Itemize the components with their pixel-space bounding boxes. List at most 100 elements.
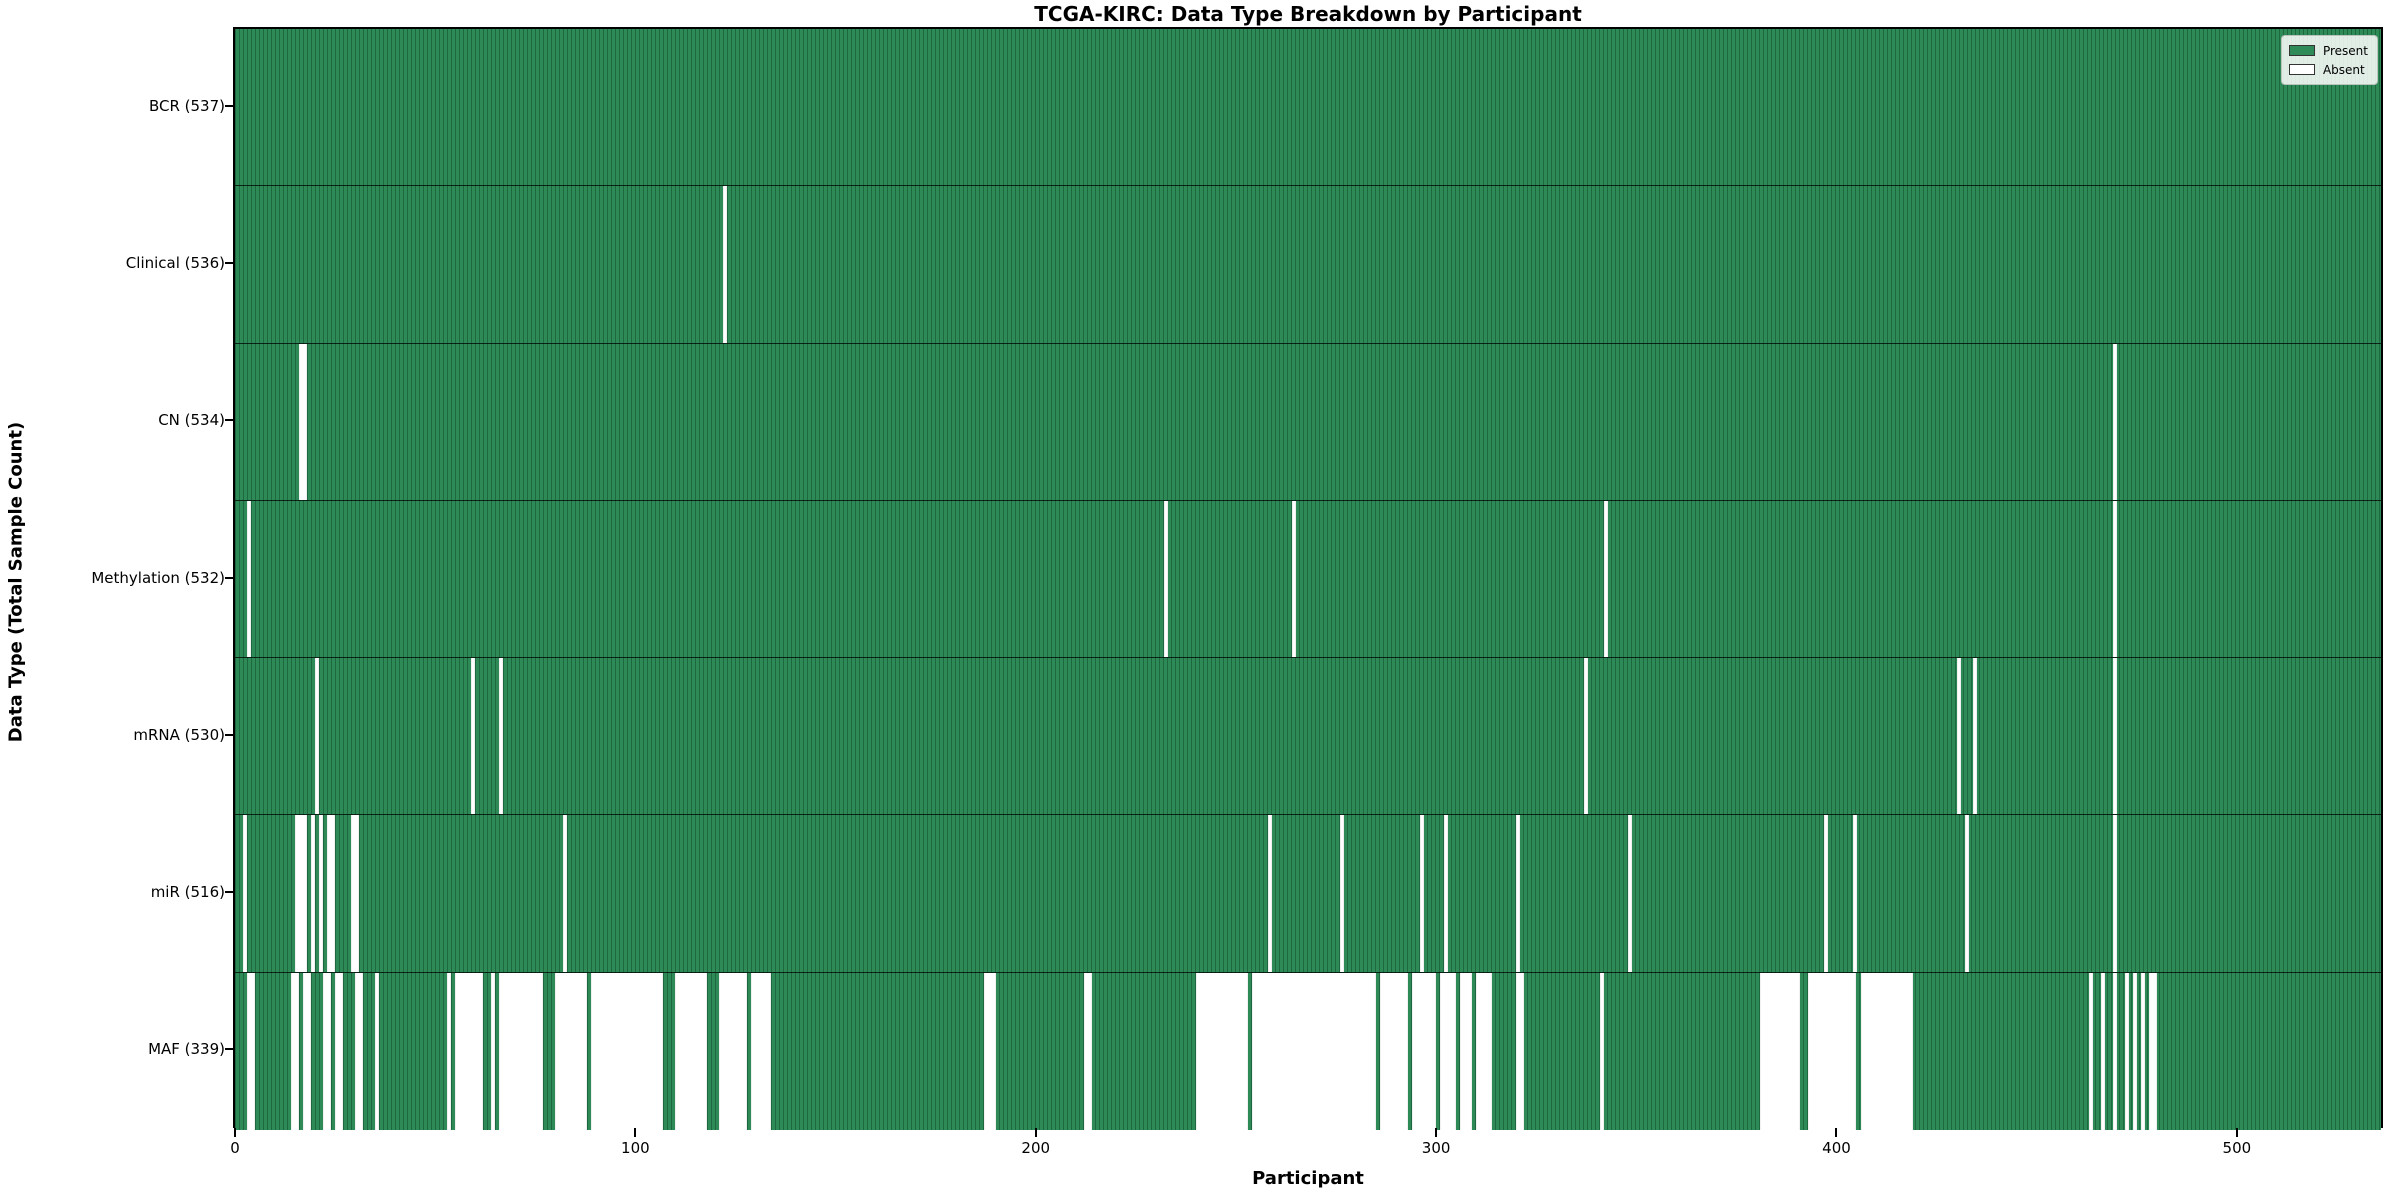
absent-segment	[2112, 500, 2117, 658]
row-maf	[235, 972, 2381, 1130]
absent-segment	[1628, 815, 1633, 972]
absent-segment	[1516, 815, 1521, 972]
absent-segment	[723, 186, 728, 343]
y-tick-label-mrna: mRNA (530)	[133, 725, 225, 744]
absent-segment	[1291, 500, 1296, 658]
row-mir	[235, 815, 2381, 973]
y-tick-mark	[225, 1048, 233, 1051]
legend-label-absent: Absent	[2322, 62, 2365, 77]
x-tick-mark	[1435, 1128, 1438, 1137]
x-axis-label: Participant	[1252, 1168, 1364, 1189]
absent-segment	[2112, 343, 2117, 500]
row-cn	[235, 343, 2381, 501]
absent-segment	[1412, 972, 1437, 1130]
absent-segment	[499, 972, 544, 1130]
y-tick-label-cn: CN (534)	[158, 411, 225, 430]
chart-title: TCGA-KIRC: Data Type Breakdown by Partic…	[1034, 2, 1582, 26]
absent-segment	[1956, 658, 1961, 815]
absent-segment	[247, 972, 255, 1130]
y-tick-label-clinical: Clinical (536)	[125, 253, 225, 272]
absent-segment	[323, 972, 332, 1130]
x-tick-label-200: 200	[1021, 1139, 1051, 1157]
absent-segment	[591, 972, 664, 1130]
absent-segment	[2132, 972, 2137, 1130]
absent-segment	[247, 500, 251, 658]
legend-entry-absent: Absent	[2288, 60, 2368, 79]
absent-segment	[1808, 972, 1857, 1130]
absent-segment	[1760, 972, 1801, 1130]
x-tick-mark	[634, 1128, 637, 1137]
absent-segment	[1251, 972, 1377, 1130]
y-tick-label-bcr: BCR (537)	[148, 96, 225, 115]
absent-segment	[311, 815, 316, 972]
legend-entry-present: Present	[2288, 41, 2368, 60]
absent-segment	[1340, 815, 1345, 972]
absent-segment	[303, 972, 312, 1130]
x-tick-mark	[2235, 1128, 2238, 1137]
absent-segment	[295, 815, 308, 972]
absent-segment	[471, 658, 476, 815]
absent-segment	[1195, 972, 1248, 1130]
absent-segment	[751, 972, 772, 1130]
absent-segment	[1444, 815, 1449, 972]
present-swatch-icon	[2288, 45, 2315, 56]
absent-segment	[1604, 500, 1609, 658]
absent-segment	[299, 343, 308, 500]
x-tick-label-400: 400	[1822, 1139, 1851, 1157]
absent-segment	[491, 972, 496, 1130]
absent-segment	[327, 815, 336, 972]
absent-segment	[499, 658, 504, 815]
y-tick-mark	[225, 104, 233, 107]
absent-segment	[243, 815, 247, 972]
x-tick-label-0: 0	[230, 1139, 240, 1157]
absent-segment	[1516, 972, 1525, 1130]
y-tick-mark	[225, 419, 233, 422]
plot-area	[233, 27, 2383, 1130]
absent-segment	[1824, 815, 1829, 972]
x-tick-mark	[234, 1128, 236, 1137]
absent-segment	[563, 815, 568, 972]
x-tick-mark	[1034, 1128, 1037, 1137]
absent-segment	[1460, 972, 1473, 1130]
y-tick-label-methylation: Methylation (532)	[91, 568, 225, 587]
absent-segment	[1083, 972, 1092, 1130]
absent-segment	[355, 972, 364, 1130]
absent-segment	[335, 972, 344, 1130]
absent-segment	[319, 815, 324, 972]
absent-segment	[2088, 972, 2093, 1130]
absent-segment	[351, 815, 360, 972]
legend: Present Absent	[2280, 35, 2378, 85]
absent-segment	[2140, 972, 2145, 1130]
absent-segment	[1163, 500, 1168, 658]
absent-segment	[1267, 815, 1272, 972]
x-tick-mark	[1835, 1128, 1838, 1137]
x-tick-label-500: 500	[2222, 1139, 2252, 1157]
absent-segment	[2124, 972, 2129, 1130]
absent-segment	[315, 658, 320, 815]
absent-segment	[447, 972, 452, 1130]
absent-segment	[555, 972, 588, 1130]
y-tick-mark	[225, 891, 233, 894]
absent-segment	[1860, 972, 1913, 1130]
row-mrna	[235, 658, 2381, 816]
row-methylation	[235, 500, 2381, 659]
y-tick-label-mir: miR (516)	[150, 883, 225, 902]
y-tick-mark	[225, 576, 233, 579]
absent-segment	[291, 972, 300, 1130]
x-tick-label-100: 100	[621, 1139, 650, 1157]
absent-segment	[1440, 972, 1457, 1130]
legend-label-present: Present	[2322, 43, 2368, 58]
y-tick-label-maf: MAF (339)	[148, 1040, 225, 1059]
absent-segment	[2100, 972, 2105, 1130]
absent-swatch-icon	[2288, 64, 2315, 75]
absent-segment	[1600, 972, 1605, 1130]
absent-segment	[983, 972, 996, 1130]
absent-segment	[1972, 658, 1977, 815]
absent-segment	[1380, 972, 1409, 1130]
absent-segment	[2112, 815, 2117, 972]
absent-segment	[1476, 972, 1493, 1130]
y-tick-mark	[225, 733, 233, 736]
absent-segment	[2112, 658, 2117, 815]
absent-segment	[719, 972, 748, 1130]
